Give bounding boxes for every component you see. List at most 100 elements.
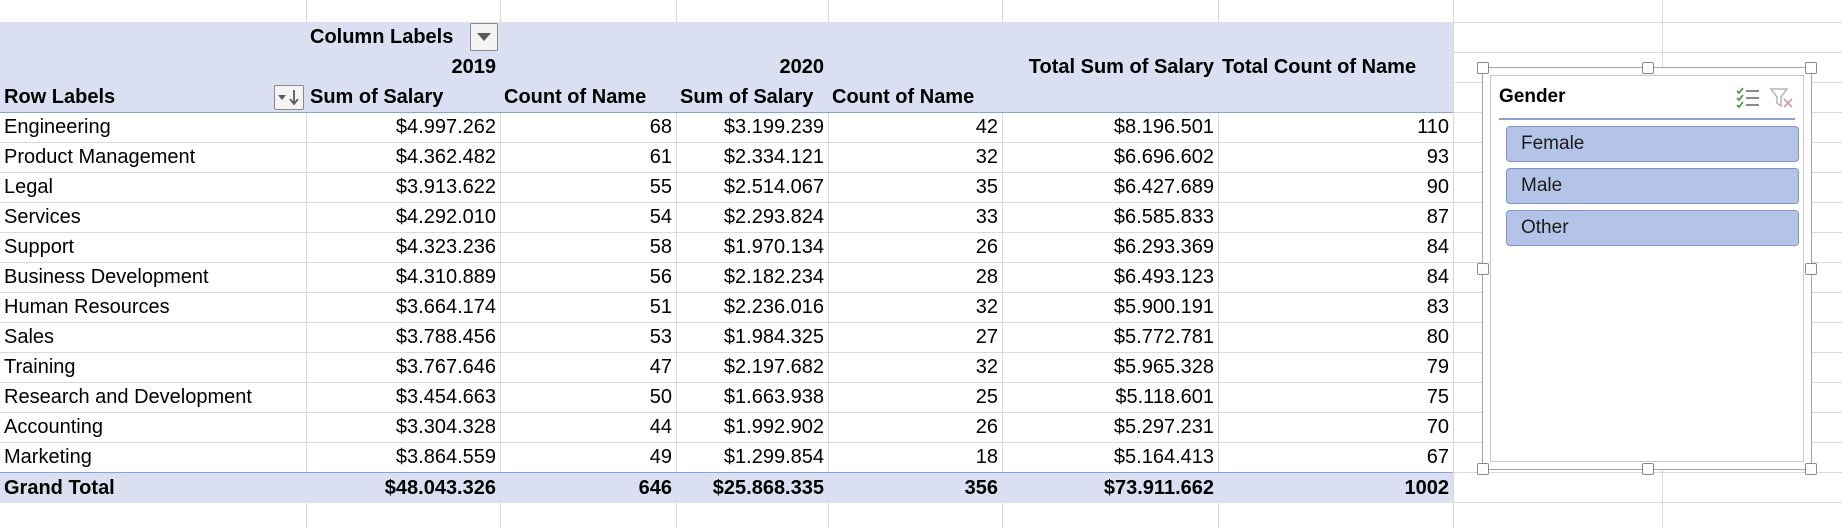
resize-handle-top-left[interactable] bbox=[1477, 62, 1489, 74]
multi-select-icon bbox=[1736, 87, 1759, 109]
row-labels-sort-filter-button[interactable] bbox=[274, 85, 304, 110]
grand-total-value: 1002 bbox=[1404, 477, 1450, 499]
resize-handle-bottom-right[interactable] bbox=[1805, 463, 1817, 475]
value-cell: $1.992.902 bbox=[723, 416, 824, 438]
value-cell: 49 bbox=[649, 446, 672, 468]
value-cell: $5.900.191 bbox=[1113, 296, 1214, 318]
value-cell: $3.864.559 bbox=[395, 446, 496, 468]
value-cell: $1.984.325 bbox=[723, 326, 824, 348]
value-cell: 68 bbox=[649, 116, 672, 138]
value-cell: 42 bbox=[975, 116, 998, 138]
value-cell: 79 bbox=[1426, 356, 1449, 378]
value-cell: 53 bbox=[649, 326, 672, 348]
value-cell: $3.664.174 bbox=[395, 296, 496, 318]
filter-dropdown-icon bbox=[477, 33, 491, 41]
resize-handle-left[interactable] bbox=[1477, 263, 1489, 275]
value-cell: 56 bbox=[649, 266, 672, 288]
value-cell: 80 bbox=[1426, 326, 1449, 348]
row-labels-header[interactable]: Row Labels bbox=[4, 86, 116, 108]
grand-total-value: 356 bbox=[964, 477, 998, 499]
subheader-2020-sum-salary: Sum of Salary bbox=[680, 86, 814, 108]
resize-handle-bottom[interactable] bbox=[1642, 463, 1654, 475]
value-cell: 55 bbox=[649, 176, 672, 198]
value-cell: 75 bbox=[1426, 386, 1449, 408]
value-cell: 18 bbox=[975, 446, 998, 468]
value-cell: 32 bbox=[975, 356, 998, 378]
value-cell: 32 bbox=[975, 296, 998, 318]
value-cell: $5.297.231 bbox=[1113, 416, 1214, 438]
value-cell: 26 bbox=[975, 236, 998, 258]
value-cell: $6.696.602 bbox=[1113, 146, 1214, 168]
row-label: Business Development bbox=[4, 266, 209, 288]
column-labels-header[interactable]: Column Labels bbox=[310, 26, 454, 48]
value-cell: 70 bbox=[1426, 416, 1449, 438]
subheader-2020-count-name: Count of Name bbox=[832, 86, 975, 108]
slicer-item-other[interactable]: Other bbox=[1506, 210, 1799, 246]
value-cell: $8.196.501 bbox=[1113, 116, 1214, 138]
value-cell: 90 bbox=[1426, 176, 1449, 198]
grid-column-line bbox=[1002, 0, 1003, 528]
value-cell: $1.663.938 bbox=[723, 386, 824, 408]
total-count-name-header: Total Count of Name bbox=[1222, 56, 1417, 78]
value-cell: 87 bbox=[1426, 206, 1449, 228]
value-cell: 61 bbox=[649, 146, 672, 168]
grand-total-divider bbox=[0, 472, 1453, 473]
row-label: Human Resources bbox=[4, 296, 170, 318]
grand-total-value: $73.911.662 bbox=[1103, 477, 1214, 499]
slicer-header-rule bbox=[1499, 118, 1795, 120]
resize-handle-bottom-left[interactable] bbox=[1477, 463, 1489, 475]
row-label: Support bbox=[4, 236, 75, 258]
grid-column-line bbox=[500, 0, 501, 528]
grid-row-line bbox=[0, 292, 1842, 293]
grid-column-line bbox=[1218, 0, 1219, 528]
value-cell: 67 bbox=[1426, 446, 1449, 468]
value-cell: $4.362.482 bbox=[395, 146, 496, 168]
value-cell: $6.427.689 bbox=[1113, 176, 1214, 198]
row-label: Sales bbox=[4, 326, 55, 348]
value-cell: $6.585.833 bbox=[1113, 206, 1214, 228]
subheader-2019-sum-salary: Sum of Salary bbox=[310, 86, 444, 108]
row-label: Accounting bbox=[4, 416, 103, 438]
value-cell: $5.965.328 bbox=[1113, 356, 1214, 378]
value-cell: $5.772.781 bbox=[1113, 326, 1214, 348]
column-labels-filter-button[interactable] bbox=[470, 23, 498, 51]
grid-row-line bbox=[0, 352, 1842, 353]
value-cell: $2.197.682 bbox=[723, 356, 824, 378]
multi-select-button[interactable] bbox=[1735, 86, 1761, 110]
value-cell: $2.293.824 bbox=[723, 206, 824, 228]
value-cell: 26 bbox=[975, 416, 998, 438]
resize-handle-top-right[interactable] bbox=[1805, 62, 1817, 74]
grid-row-line bbox=[0, 412, 1842, 413]
grid-column-line bbox=[828, 0, 829, 528]
grid-row-line bbox=[0, 322, 1842, 323]
grid-column-line bbox=[306, 0, 307, 528]
pivot-table[interactable]: Column Labels 2019 2020 Total Sum of Sal… bbox=[0, 22, 1453, 503]
value-cell: $3.913.622 bbox=[395, 176, 496, 198]
value-cell: $4.292.010 bbox=[395, 206, 496, 228]
gender-slicer[interactable]: Gender Female Male bbox=[1477, 62, 1817, 475]
clear-filter-button[interactable] bbox=[1769, 86, 1795, 110]
grid-row-line bbox=[0, 142, 1842, 143]
resize-handle-right[interactable] bbox=[1805, 263, 1817, 275]
row-label: Marketing bbox=[4, 446, 92, 468]
slicer-item-male[interactable]: Male bbox=[1506, 168, 1799, 204]
subheader-2019-count-name: Count of Name bbox=[504, 86, 647, 108]
slicer-item-female[interactable]: Female bbox=[1506, 126, 1799, 162]
resize-handle-top[interactable] bbox=[1642, 62, 1654, 74]
header-divider bbox=[0, 112, 1453, 113]
grid-row-line bbox=[0, 262, 1842, 263]
value-cell: 54 bbox=[649, 206, 672, 228]
value-cell: $1.299.854 bbox=[723, 446, 824, 468]
value-cell: 93 bbox=[1426, 146, 1449, 168]
value-cell: $4.323.236 bbox=[395, 236, 496, 258]
value-cell: $3.199.239 bbox=[723, 116, 824, 138]
grid-row-line bbox=[0, 202, 1842, 203]
slicer-title: Gender bbox=[1499, 86, 1566, 107]
value-cell: 33 bbox=[975, 206, 998, 228]
value-cell: 27 bbox=[975, 326, 998, 348]
grand-total-label: Grand Total bbox=[4, 477, 115, 499]
value-cell: 28 bbox=[975, 266, 998, 288]
value-cell: $2.514.067 bbox=[723, 176, 824, 198]
value-cell: 83 bbox=[1426, 296, 1449, 318]
